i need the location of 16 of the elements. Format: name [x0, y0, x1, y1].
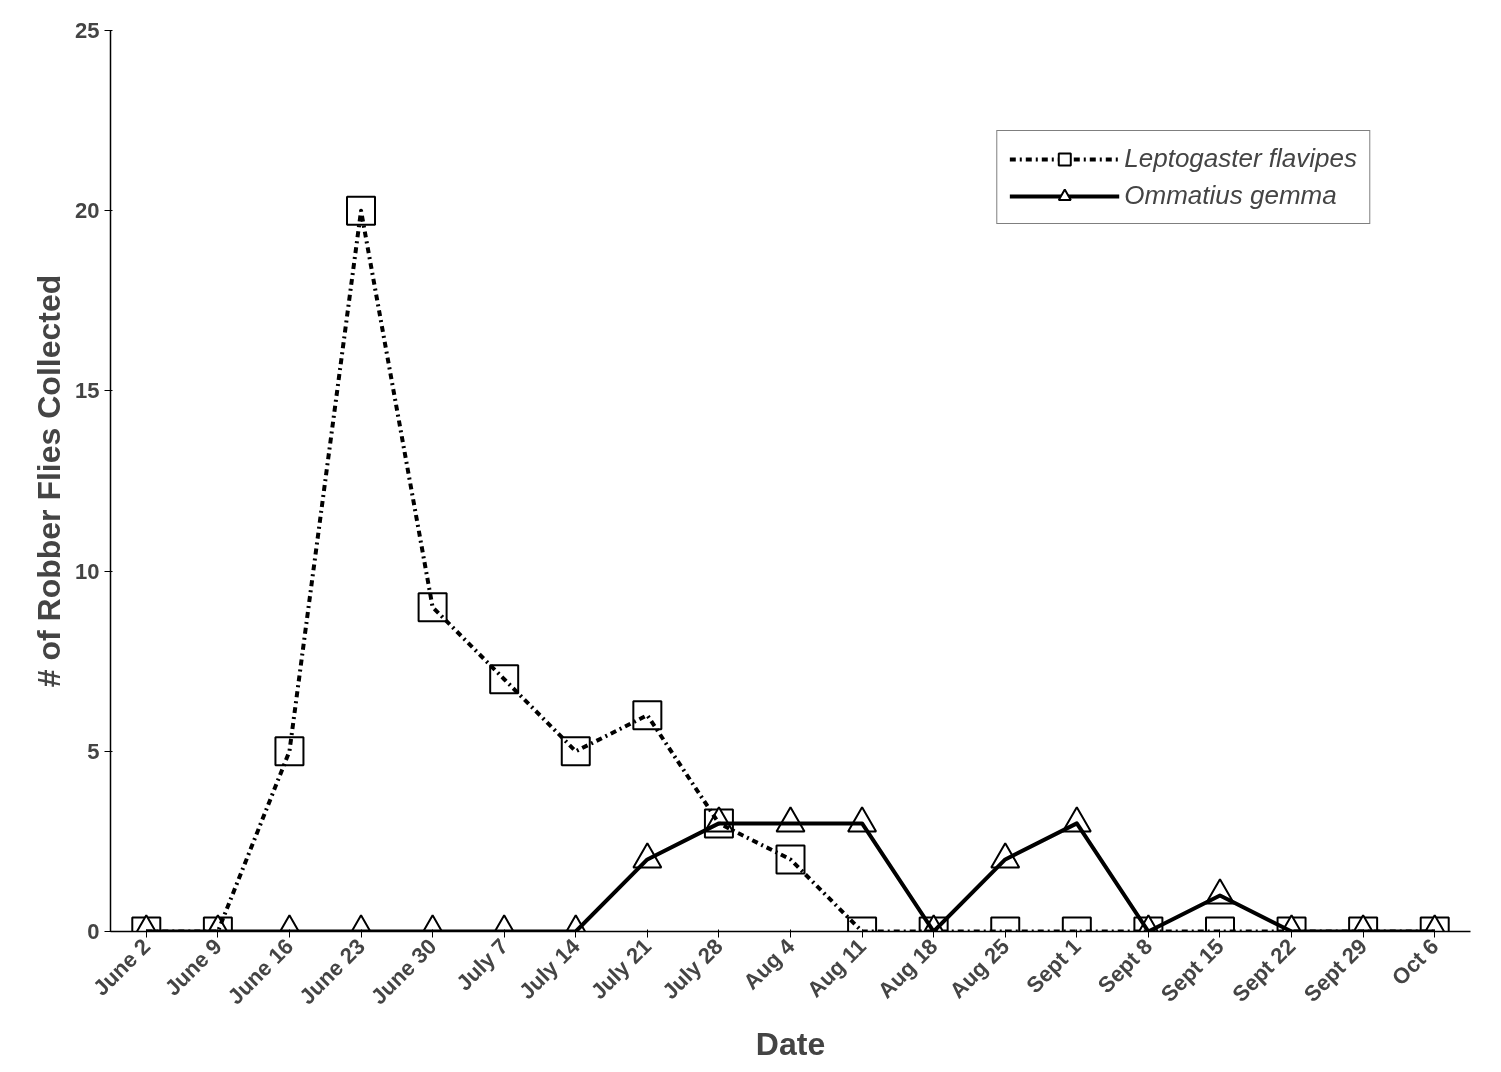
y-tick-label: 0	[87, 919, 100, 944]
x-tick-label: Aug 4	[738, 933, 800, 995]
legend-label: Ommatius gemma	[1124, 180, 1337, 211]
x-tick-label: Aug 18	[872, 933, 943, 1004]
x-tick-label: July 7	[451, 933, 514, 996]
y-tick-label: 20	[75, 198, 100, 224]
x-axis-title: Date	[755, 1026, 826, 1063]
x-tick-label: Aug 25	[944, 933, 1015, 1004]
x-tick-label: Aug 11	[802, 933, 871, 1003]
y-tick-label: 15	[75, 378, 100, 404]
y-axis-title: # of Robber Flies Collected	[31, 274, 68, 688]
y-tick-label: 5	[87, 738, 100, 764]
y-tick-label: 25	[75, 18, 100, 43]
x-tick-label: Oct 6	[1386, 933, 1444, 991]
legend-label: Leptogaster flavipes	[1124, 143, 1357, 174]
y-tick-label: 10	[75, 558, 100, 584]
